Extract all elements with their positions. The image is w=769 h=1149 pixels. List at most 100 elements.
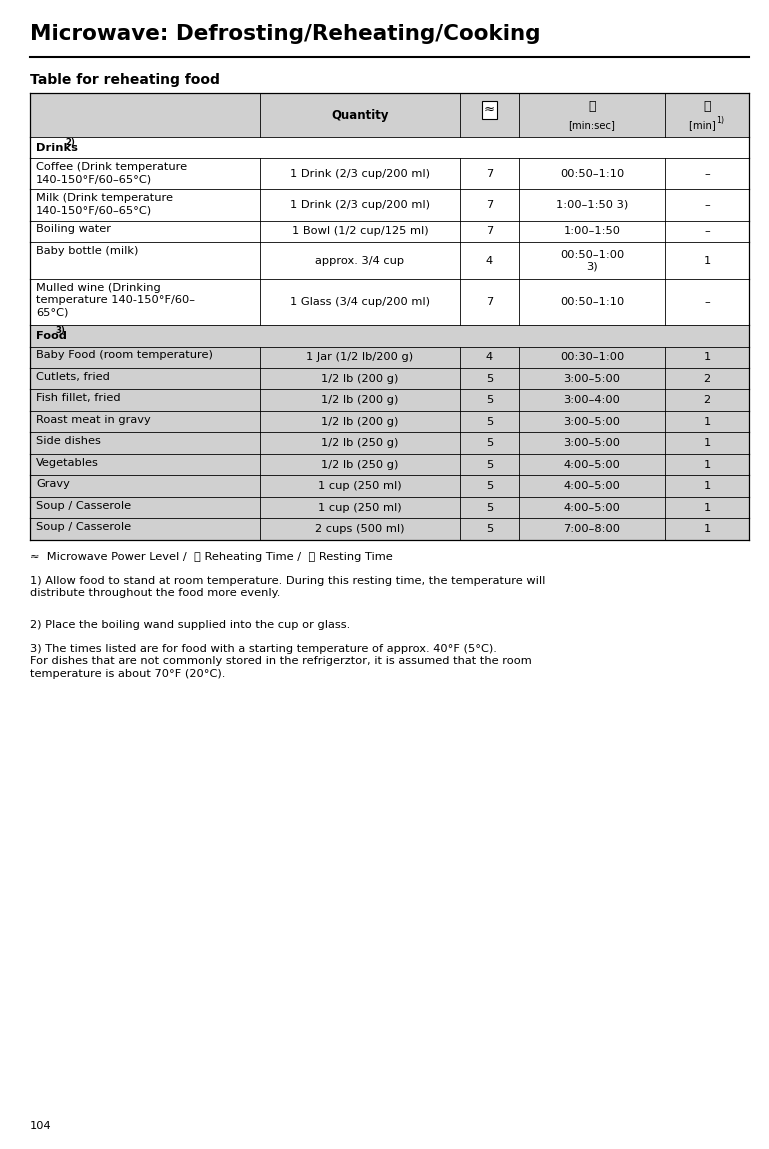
Text: 1: 1: [704, 460, 711, 470]
Text: 1: 1: [704, 417, 711, 426]
Text: Table for reheating food: Table for reheating food: [30, 74, 220, 87]
Text: Milk (Drink temperature
140-150°F/60–65°C): Milk (Drink temperature 140-150°F/60–65°…: [36, 193, 173, 216]
Text: 7: 7: [486, 296, 493, 307]
Bar: [30, 390, 749, 411]
Text: 1 cup (250 ml): 1 cup (250 ml): [318, 481, 402, 492]
Text: 1 cup (250 ml): 1 cup (250 ml): [318, 503, 402, 512]
Text: 5: 5: [486, 395, 493, 406]
Text: [min]: [min]: [689, 119, 719, 130]
Text: 3:00–5:00: 3:00–5:00: [564, 417, 621, 426]
Text: 4:00–5:00: 4:00–5:00: [564, 460, 621, 470]
Bar: [30, 93, 749, 137]
Text: 00:30–1:00: 00:30–1:00: [560, 353, 624, 362]
Text: 5: 5: [486, 438, 493, 448]
Text: 1: 1: [704, 353, 711, 362]
Text: 4:00–5:00: 4:00–5:00: [564, 503, 621, 512]
Text: 3:00–5:00: 3:00–5:00: [564, 373, 621, 384]
Text: –: –: [704, 226, 710, 237]
Text: Soup / Casserole: Soup / Casserole: [36, 501, 131, 511]
Text: 00:50–1:00
3): 00:50–1:00 3): [560, 249, 624, 271]
Bar: [30, 498, 749, 518]
Text: 1/2 lb (200 g): 1/2 lb (200 g): [321, 395, 398, 406]
Text: 1:00–1:50 3): 1:00–1:50 3): [556, 200, 628, 210]
Text: 3) The times listed are for food with a starting temperature of approx. 40°F (5°: 3) The times listed are for food with a …: [30, 643, 531, 679]
Text: 1 Glass (3/4 cup/200 ml): 1 Glass (3/4 cup/200 ml): [290, 296, 430, 307]
Bar: [30, 476, 749, 498]
Text: 1: 1: [704, 503, 711, 512]
Text: 2 cups (500 ml): 2 cups (500 ml): [315, 524, 404, 534]
Text: Vegetables: Vegetables: [36, 458, 99, 468]
Text: 5: 5: [486, 481, 493, 492]
Text: 7: 7: [486, 169, 493, 179]
Text: 1/2 lb (250 g): 1/2 lb (250 g): [321, 460, 398, 470]
Text: 1) Allow food to stand at room temperature. During this resting time, the temper: 1) Allow food to stand at room temperatu…: [30, 576, 545, 599]
Text: 1 Bowl (1/2 cup/125 ml): 1 Bowl (1/2 cup/125 ml): [291, 226, 428, 237]
Bar: [30, 137, 749, 159]
Text: 4:00–5:00: 4:00–5:00: [564, 481, 621, 492]
Bar: [30, 279, 749, 325]
Text: ≈: ≈: [484, 103, 495, 116]
Text: Boiling water: Boiling water: [36, 224, 111, 234]
Text: –: –: [704, 296, 710, 307]
Text: 5: 5: [486, 417, 493, 426]
Text: ⏱: ⏱: [588, 100, 596, 113]
Text: 7: 7: [486, 200, 493, 210]
Text: 00:50–1:10: 00:50–1:10: [560, 296, 624, 307]
Bar: [30, 159, 749, 190]
Text: Drinks: Drinks: [36, 142, 78, 153]
Text: 3): 3): [55, 326, 65, 336]
Text: 5: 5: [486, 503, 493, 512]
Text: 7:00–8:00: 7:00–8:00: [564, 524, 621, 534]
Text: 5: 5: [486, 460, 493, 470]
Text: Baby bottle (milk): Baby bottle (milk): [36, 246, 138, 256]
Text: 2): 2): [65, 138, 75, 147]
Text: 1/2 lb (200 g): 1/2 lb (200 g): [321, 373, 398, 384]
Bar: [30, 325, 749, 347]
Text: Baby Food (room temperature): Baby Food (room temperature): [36, 350, 213, 361]
Text: 1:00–1:50: 1:00–1:50: [564, 226, 621, 237]
Text: Soup / Casserole: Soup / Casserole: [36, 523, 131, 532]
Text: Food: Food: [36, 331, 67, 341]
Text: 1 Jar (1/2 lb/200 g): 1 Jar (1/2 lb/200 g): [307, 353, 414, 362]
Text: 3:00–4:00: 3:00–4:00: [564, 395, 621, 406]
Text: Roast meat in gravy: Roast meat in gravy: [36, 415, 151, 425]
Text: –: –: [704, 200, 710, 210]
Text: Cutlets, fried: Cutlets, fried: [36, 372, 110, 381]
Text: 1): 1): [716, 116, 724, 125]
Text: Mulled wine (Drinking
temperature 140-150°F/60–
65°C): Mulled wine (Drinking temperature 140-15…: [36, 283, 195, 318]
Text: 1: 1: [704, 481, 711, 492]
Text: 5: 5: [486, 524, 493, 534]
Text: 3:00–5:00: 3:00–5:00: [564, 438, 621, 448]
Bar: [30, 518, 749, 540]
Text: 104: 104: [30, 1121, 52, 1131]
Text: 1 Drink (2/3 cup/200 ml): 1 Drink (2/3 cup/200 ml): [290, 200, 430, 210]
Text: 1: 1: [704, 438, 711, 448]
Text: Gravy: Gravy: [36, 479, 70, 489]
Text: ≈  Microwave Power Level /  ⏱ Reheating Time /  ⌛ Resting Time: ≈ Microwave Power Level / ⏱ Reheating Ti…: [30, 552, 393, 562]
Bar: [30, 221, 749, 242]
Text: 1 Drink (2/3 cup/200 ml): 1 Drink (2/3 cup/200 ml): [290, 169, 430, 179]
Text: Fish fillet, fried: Fish fillet, fried: [36, 393, 121, 403]
Bar: [30, 190, 749, 221]
Text: ⌛: ⌛: [703, 100, 711, 113]
Bar: [30, 368, 749, 390]
Text: 2) Place the boiling wand supplied into the cup or glass.: 2) Place the boiling wand supplied into …: [30, 620, 350, 630]
Text: 2: 2: [704, 395, 711, 406]
Bar: [30, 454, 749, 476]
Text: 00:50–1:10: 00:50–1:10: [560, 169, 624, 179]
Text: 7: 7: [486, 226, 493, 237]
Text: 4: 4: [486, 353, 493, 362]
Text: 1/2 lb (200 g): 1/2 lb (200 g): [321, 417, 398, 426]
Bar: [30, 432, 749, 454]
Text: –: –: [704, 169, 710, 179]
Text: Side dishes: Side dishes: [36, 437, 101, 447]
Text: 1: 1: [704, 255, 711, 265]
Text: Coffee (Drink temperature
140-150°F/60–65°C): Coffee (Drink temperature 140-150°F/60–6…: [36, 162, 187, 185]
Bar: [30, 411, 749, 432]
Text: Quantity: Quantity: [331, 108, 389, 122]
Text: 1/2 lb (250 g): 1/2 lb (250 g): [321, 438, 398, 448]
Text: 2: 2: [704, 373, 711, 384]
Text: approx. 3/4 cup: approx. 3/4 cup: [315, 255, 404, 265]
Text: Microwave: Defrosting/Reheating/Cooking: Microwave: Defrosting/Reheating/Cooking: [30, 24, 541, 44]
Text: 5: 5: [486, 373, 493, 384]
